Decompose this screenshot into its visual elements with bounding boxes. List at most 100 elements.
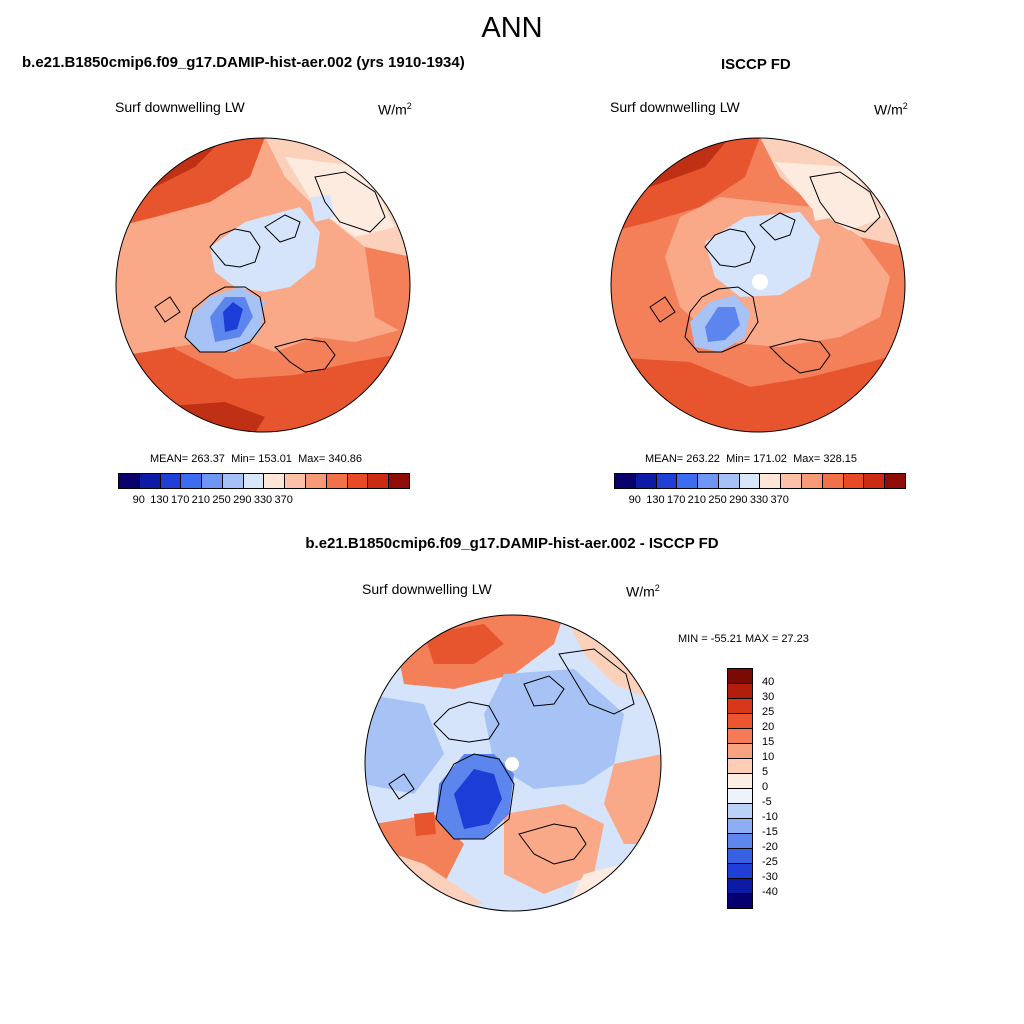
colorbar-tick-label: 5 [762,766,769,778]
colorbar-cell [222,474,244,488]
colorbar-cell [728,669,752,684]
map-field [210,207,320,292]
map-field [365,247,410,337]
coastline [388,773,415,800]
colorbar-tick-label: 40 [762,676,775,688]
colorbar-cell [285,474,307,488]
map-field [365,694,444,794]
colorbar-cell [677,474,699,488]
colorbar-cell [728,864,752,879]
colorbar-cell [728,894,752,908]
colorbar-cell [728,684,752,699]
panel1-stats: MEAN= 263.37 Min= 153.01 Max= 340.86 [150,453,362,465]
colorbar-tick-label: 370 [770,494,789,506]
coastline [523,675,565,707]
panel1-polar-map [115,137,411,433]
map-pole-hole [752,274,768,290]
colorbar-cell [202,474,223,488]
map-field [454,769,502,829]
panel3-polar-map [364,614,662,912]
panel2-title: ISCCP FD [721,56,791,73]
colorbar-cell [728,804,752,819]
colorbar-tick-label: -20 [762,841,778,853]
coastline [209,228,261,268]
panel2-colorbar [614,473,906,489]
colorbar-cell [615,474,636,488]
colorbar-tick-label: 290 [233,494,252,506]
colorbar-cell [728,819,752,834]
coastline [684,286,759,353]
colorbar-cell [802,474,823,488]
panel3-colorbar [727,668,753,909]
coastline [264,214,301,243]
panel2-units: W/m2 [874,101,908,118]
panel1-variable: Surf downwelling LW [115,99,245,115]
coastline [769,338,831,374]
colorbar-cell [728,834,752,849]
coastline [704,228,756,268]
colorbar-cell [728,744,752,759]
colorbar-cell [243,474,265,488]
coastline [809,171,881,233]
colorbar-cell [306,474,327,488]
colorbar-cell [160,474,182,488]
coastline [184,286,266,353]
colorbar-tick-label: 250 [212,494,231,506]
colorbar-cell [635,474,657,488]
colorbar-tick-label: 370 [274,494,293,506]
main-title: ANN [481,12,543,44]
panel3-variable: Surf downwelling LW [362,581,492,597]
panel3-units: W/m2 [626,583,660,600]
colorbar-tick-label: 170 [170,494,190,506]
panel2-polar-map [610,137,906,433]
colorbar-tick-label: 10 [762,751,775,763]
panel1-title: b.e21.B1850cmip6.f09_g17.DAMIP-hist-aer.… [22,54,465,71]
colorbar-cell [822,474,844,488]
coastline [435,753,515,840]
colorbar-cell [728,714,752,729]
panel3-title: b.e21.B1850cmip6.f09_g17.DAMIP-hist-aer.… [305,535,719,552]
colorbar-cell [718,474,740,488]
coastline [558,648,635,715]
colorbar-cell [728,789,752,804]
panel2-variable: Surf downwelling LW [610,99,740,115]
panel1-units: W/m2 [378,101,412,118]
colorbar-tick-label: 210 [687,494,707,506]
colorbar-cell [656,474,678,488]
colorbar-tick-label: 0 [762,781,769,793]
colorbar-cell [739,474,761,488]
colorbar-cell [347,474,369,488]
colorbar-tick-label: -40 [762,886,778,898]
colorbar-cell [760,474,782,488]
colorbar-tick-label: 250 [708,494,727,506]
coastline [649,296,676,323]
coastline [759,212,796,241]
colorbar-cell [139,474,161,488]
coastline [274,338,336,373]
map-pole-hole [505,757,519,771]
map-field [414,812,436,836]
colorbar-tick-label: 330 [749,494,769,506]
panel2-colorbar-ticks: 90 130 170 210 250 290 330 370 [614,494,904,508]
colorbar-tick-label: 210 [191,494,211,506]
colorbar-cell [885,474,905,488]
colorbar-tick-label: -25 [762,856,778,868]
colorbar-tick-label: 90 [628,494,641,506]
colorbar-cell [389,474,409,488]
colorbar-cell [326,474,348,488]
map-field [504,804,604,894]
colorbar-tick-label: 30 [762,691,775,703]
colorbar-cell [728,879,752,894]
colorbar-tick-label: 330 [253,494,273,506]
panel1-colorbar-ticks: 90 130 170 210 250 290 330 370 [118,494,408,508]
colorbar-tick-label: 90 [132,494,145,506]
colorbar-cell [781,474,803,488]
colorbar-tick-label: 170 [666,494,686,506]
colorbar-cell [843,474,865,488]
colorbar-cell [864,474,886,488]
map-field [374,814,464,884]
colorbar-cell [368,474,390,488]
colorbar-tick-label: 15 [762,736,775,748]
colorbar-cell [181,474,203,488]
coastline [314,171,386,233]
